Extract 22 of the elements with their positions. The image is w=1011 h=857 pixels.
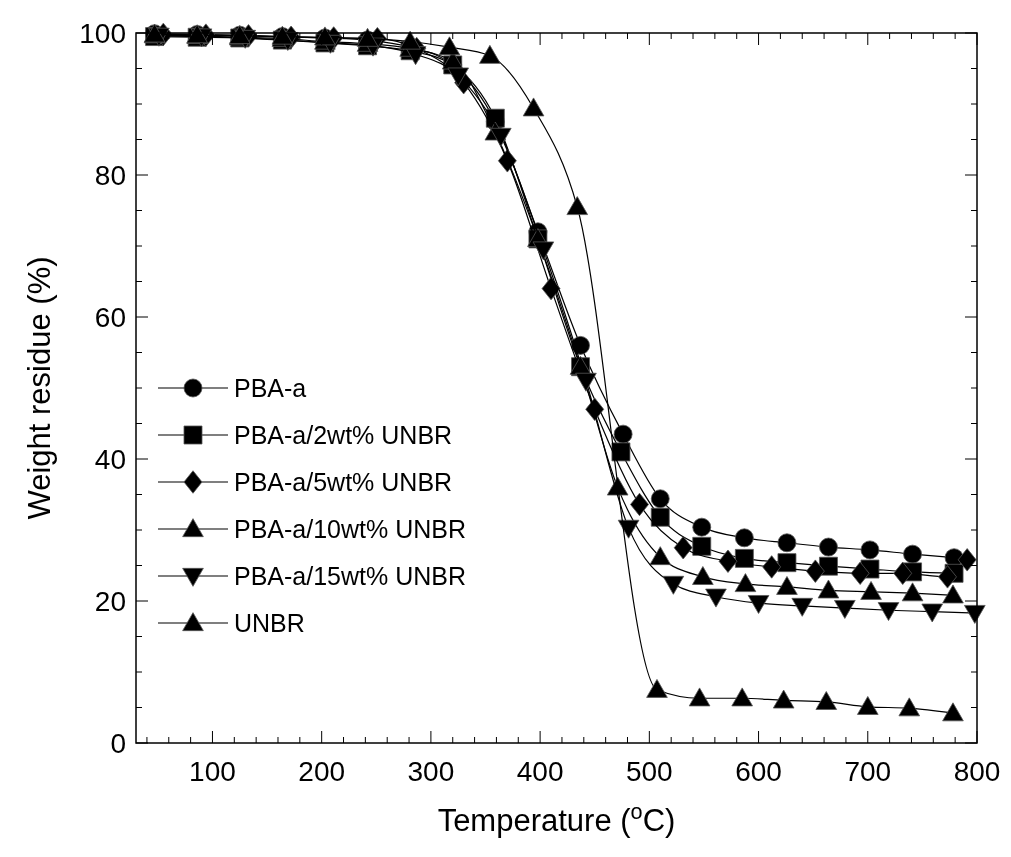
- legend-label: PBA-a/2wt% UNBR: [234, 421, 453, 449]
- x-tick-label: 200: [298, 756, 346, 787]
- legend-label: PBA-a: [234, 374, 307, 402]
- x-tick-label: 500: [625, 756, 673, 787]
- x-tick-label: 300: [407, 756, 455, 787]
- x-tick-label: 600: [735, 756, 782, 787]
- y-tick-label: 80: [94, 160, 126, 191]
- legend-label: PBA-a/10wt% UNBR: [234, 515, 467, 543]
- x-tick-label: 100: [189, 756, 236, 787]
- y-tick-label: 100: [79, 18, 126, 49]
- legend-label: PBA-a/5wt% UNBR: [234, 468, 453, 496]
- y-tick-label: 60: [94, 302, 126, 333]
- y-tick-label: 40: [94, 444, 126, 475]
- x-tick-label: 400: [516, 756, 564, 787]
- x-tick-label: 700: [844, 756, 892, 787]
- y-tick-label: 0: [110, 728, 126, 759]
- y-axis-title: Weight residue (%): [22, 256, 57, 520]
- legend-label: PBA-a/15wt% UNBR: [234, 562, 467, 590]
- legend-label: UNBR: [234, 609, 305, 637]
- y-tick-label: 20: [94, 586, 126, 617]
- x-axis-title: Temperature ($^{o}$C): [437, 798, 676, 838]
- x-tick-label: 800: [953, 756, 1001, 787]
